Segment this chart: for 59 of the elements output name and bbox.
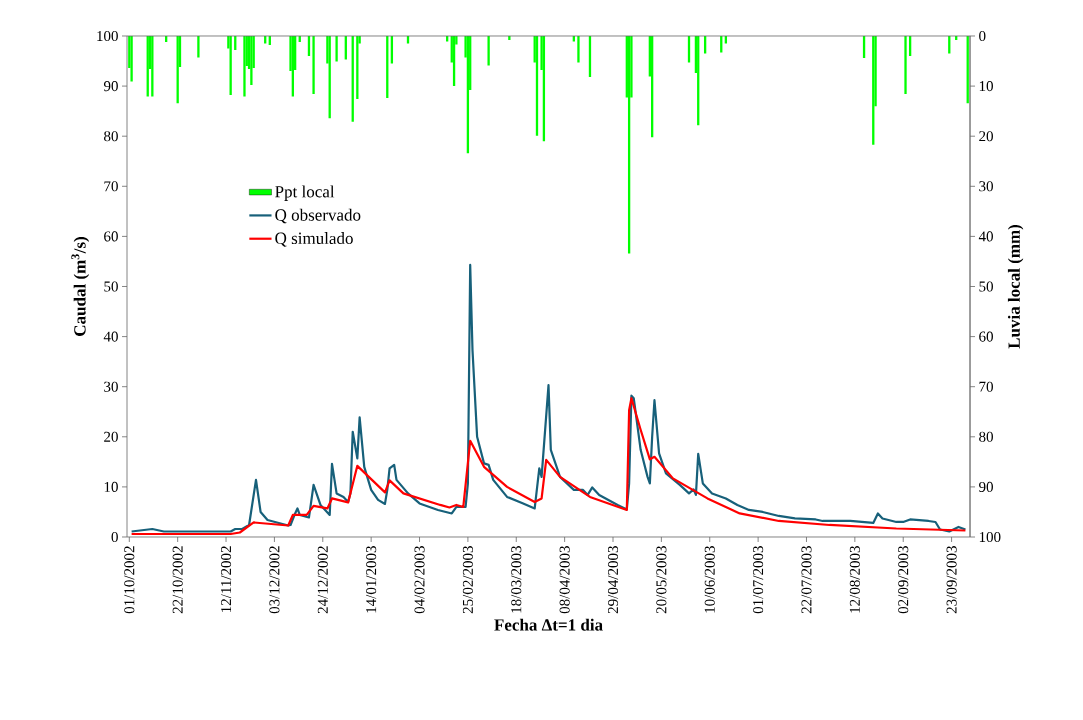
x-tick-label: 12/08/2003 xyxy=(849,546,860,613)
bar xyxy=(130,36,133,82)
x-tick-label: 14/01/2003 xyxy=(366,546,377,613)
y2-tick-label: 50 xyxy=(979,281,993,292)
x-tick-label: 20/05/2003 xyxy=(656,546,667,614)
bar xyxy=(197,36,200,58)
bar xyxy=(577,36,580,63)
y-tick-label: 40 xyxy=(103,331,118,342)
y2-tick-label: 30 xyxy=(979,181,993,192)
bar xyxy=(250,36,253,86)
line-series xyxy=(130,263,967,533)
x-tick-label: 12/11/2002 xyxy=(220,546,232,612)
bar xyxy=(487,36,490,66)
legend-label: Q simulado xyxy=(275,232,353,247)
y2-axis-title: Luvia local (mm) xyxy=(1007,224,1024,349)
y2-tick-label: 80 xyxy=(979,431,993,442)
bar xyxy=(904,36,907,95)
y2-tick-label: 60 xyxy=(979,331,993,342)
y2-tick-label: 0 xyxy=(979,30,986,42)
bar xyxy=(312,36,315,95)
bar xyxy=(335,36,338,62)
x-tick-label: 01/07/2003 xyxy=(753,546,764,614)
y-tick-label: 90 xyxy=(103,81,118,92)
y-axis-title: Caudal (m$^{3}$/s) xyxy=(71,237,90,336)
x-axis-title: Fecha Δt=1 dia xyxy=(494,618,603,631)
x-tick-label: 24/12/2002 xyxy=(317,546,328,614)
y-tick-label: 20 xyxy=(104,431,118,442)
x-tick-label: 22/07/2003 xyxy=(801,546,812,614)
y2-tick-label: 100 xyxy=(979,531,1001,543)
y-tick-label: 30 xyxy=(104,381,118,392)
x-tick-label: 02/09/2003 xyxy=(898,546,909,614)
x-tick-label: 03/12/2002 xyxy=(269,546,280,614)
y-tick-label: 100 xyxy=(97,30,118,42)
x-tick-label: 29/04/2003 xyxy=(607,546,619,614)
y2-tick-label: 40 xyxy=(978,231,993,242)
x-tick-label: 22/10/2002 xyxy=(172,546,183,614)
legend-label: Q observado xyxy=(275,208,361,224)
y2-tick-label: 20 xyxy=(979,131,993,142)
bar xyxy=(508,36,511,40)
y-tick-label: 60 xyxy=(104,231,118,242)
x-tick-label: 18/03/2003 xyxy=(511,546,522,613)
y2-tick-label: 70 xyxy=(979,381,993,392)
y-tick-label: 70 xyxy=(104,181,118,192)
line-series xyxy=(130,397,967,536)
y-tick-label: 80 xyxy=(104,131,118,142)
y2-tick-label: 10 xyxy=(979,81,993,92)
x-tick-label: 01/10/2002 xyxy=(124,546,135,614)
y-tick-label: 50 xyxy=(104,281,118,292)
x-tick-label: 23/09/2003 xyxy=(946,546,957,614)
x-tick-label: 25/02/2003 xyxy=(462,546,473,614)
x-tick-label: 10/06/2003 xyxy=(704,546,715,613)
x-tick-label: 08/04/2003 xyxy=(559,546,570,614)
y-tick-label: 10 xyxy=(104,481,118,492)
x-tick-label: 04/02/2003 xyxy=(414,546,425,614)
bar xyxy=(229,36,232,96)
y2-tick-label: 90 xyxy=(979,481,993,492)
y-tick-label: 0 xyxy=(111,531,118,543)
bar xyxy=(243,36,246,97)
legend-label: Ppt local xyxy=(275,185,335,201)
